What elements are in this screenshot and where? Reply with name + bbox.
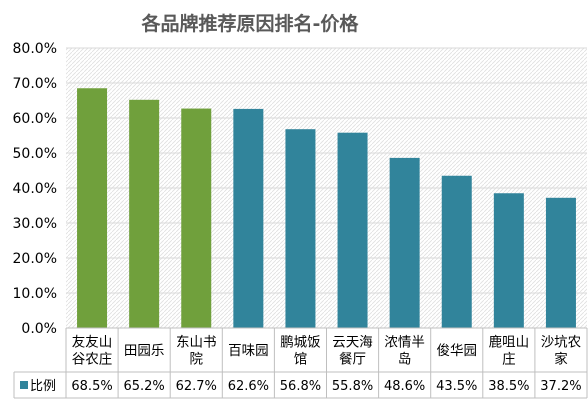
y-tick-label: 30.0% [13, 216, 57, 232]
data-label: 37.2% [540, 379, 581, 394]
category-label: 浓情半 [384, 335, 425, 351]
y-tick-label: 40.0% [13, 181, 57, 197]
bars [77, 88, 576, 329]
category-label: 友友山 [72, 335, 113, 351]
y-tick-label: 10.0% [13, 286, 57, 302]
bar [545, 197, 576, 328]
y-tick-label: 20.0% [13, 251, 57, 267]
bar [389, 157, 420, 328]
bar [285, 129, 316, 328]
category-label: 鹿咀山 [489, 334, 530, 351]
bar [441, 175, 472, 328]
category-label: 百味园 [228, 343, 269, 359]
bar [181, 108, 212, 328]
category-label: 俊华园 [437, 343, 478, 359]
category-label: 东山书 [176, 335, 217, 351]
y-tick-label: 50.0% [13, 146, 57, 162]
bar [129, 99, 160, 328]
category-label: 家 [554, 351, 568, 368]
category-label: 沙坑农 [541, 335, 582, 351]
y-tick-label: 60.0% [13, 111, 57, 127]
data-label: 62.6% [228, 379, 269, 394]
data-label: 55.8% [332, 379, 373, 394]
legend-label: 比例 [30, 379, 56, 394]
y-tick-label: 0.0% [21, 321, 57, 337]
data-label: 68.5% [71, 379, 112, 394]
data-label: 48.6% [384, 379, 425, 394]
bar [493, 193, 524, 328]
data-label: 38.5% [488, 379, 529, 394]
y-tick-label: 80.0% [13, 41, 57, 57]
legend-key [20, 381, 28, 389]
bar [77, 88, 108, 328]
category-label: 云天海 [332, 335, 373, 351]
category-label: 田园乐 [124, 343, 165, 359]
category-label: 餐厅 [339, 352, 366, 368]
chart-title: 各品牌推荐原因排名-价格 [141, 12, 360, 35]
data-label: 65.2% [123, 379, 164, 394]
category-label: 岛 [398, 352, 412, 368]
category-label: 馆 [294, 352, 308, 368]
bar [337, 132, 368, 328]
bar [233, 108, 264, 329]
data-label: 56.8% [280, 379, 321, 394]
y-tick-label: 70.0% [13, 76, 57, 92]
data-label: 43.5% [436, 379, 477, 394]
category-label: 庄 [502, 351, 516, 368]
y-axis-ticks: 0.0% 10.0% 20.0% 30.0% 40.0% 50.0% 60.0% 70.0% 8… [13, 41, 57, 337]
category-label: 院 [190, 352, 204, 368]
category-label: 谷农庄 [72, 351, 113, 368]
category-label: 鹏城饭 [280, 335, 321, 351]
data-label: 62.7% [176, 379, 217, 394]
